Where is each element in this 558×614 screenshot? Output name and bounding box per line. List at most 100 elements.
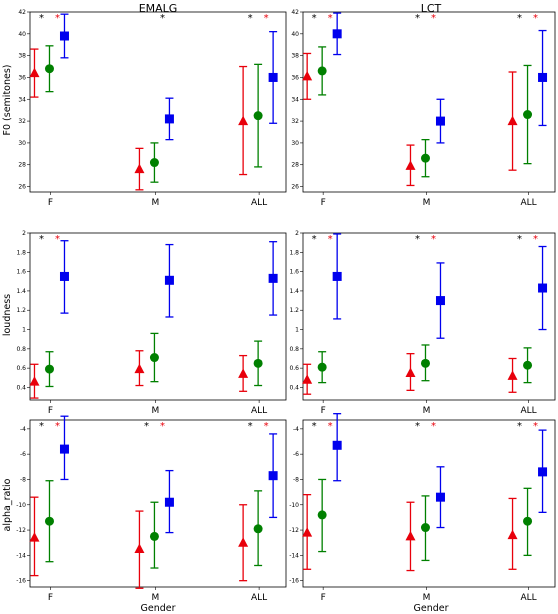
x-tick-label-all: ALL bbox=[251, 198, 267, 208]
data-point-square bbox=[538, 467, 547, 476]
data-point-triangle bbox=[134, 164, 144, 174]
data-point-circle bbox=[45, 365, 54, 374]
y-tick-label: 1 bbox=[295, 327, 299, 334]
panel-3: 0.4 0.6 0.8 1 1.2 1.4 1.6 1.8 2 F M ALL * * bbox=[16, 230, 286, 416]
y-tick-label: 1.6 bbox=[289, 269, 299, 276]
data-point-circle bbox=[421, 359, 430, 368]
data-point-triangle bbox=[238, 116, 248, 126]
y-tick-label: -4 bbox=[20, 426, 26, 433]
x-tick-label-f: F bbox=[321, 198, 326, 208]
y-tick-label: 38 bbox=[18, 53, 26, 60]
data-point-circle bbox=[150, 353, 159, 362]
y-tick-label: 40 bbox=[18, 31, 26, 38]
data-point-circle bbox=[150, 158, 159, 167]
data-point-square bbox=[538, 284, 547, 293]
significance-star: * bbox=[312, 234, 317, 245]
y-tick-label: -8 bbox=[293, 476, 299, 483]
significance-star: * bbox=[144, 421, 149, 432]
data-point-triangle bbox=[508, 116, 518, 126]
data-point-square bbox=[269, 73, 278, 82]
panel-1: 26 28 30 32 34 36 38 40 42 F M ALL * * * * * bbox=[18, 9, 286, 208]
y-tick-label: 1.4 bbox=[289, 288, 299, 295]
y-tick-label: 26 bbox=[18, 184, 26, 191]
y-tick-label: 42 bbox=[18, 9, 26, 16]
x-tick-label-f: F bbox=[321, 406, 326, 416]
y-axis-label-row-1: F0 (semitones) bbox=[2, 65, 13, 136]
significance-star: * bbox=[264, 421, 269, 432]
y-tick-label: -16 bbox=[289, 578, 299, 585]
plot-frame bbox=[30, 233, 286, 400]
significance-star: * bbox=[160, 13, 165, 24]
data-point-square bbox=[436, 296, 445, 305]
x-tick-label-all: ALL bbox=[520, 198, 536, 208]
y-tick-label: 0.8 bbox=[289, 346, 299, 353]
x-tick-label-m: M bbox=[423, 198, 431, 208]
y-tick-label: 36 bbox=[291, 74, 299, 81]
y-tick-label: 1.8 bbox=[16, 249, 26, 256]
y-tick-label: 1.8 bbox=[289, 249, 299, 256]
y-tick-label: 38 bbox=[291, 53, 299, 60]
y-tick-label: 28 bbox=[18, 162, 26, 169]
significance-star: * bbox=[264, 13, 269, 24]
y-axis-label-row-2: loudness bbox=[2, 294, 13, 336]
y-tick-label: 2 bbox=[22, 230, 26, 237]
data-point-square bbox=[333, 29, 342, 38]
y-tick-label: 40 bbox=[291, 31, 299, 38]
x-tick-label-f: F bbox=[321, 593, 326, 603]
data-point-triangle bbox=[405, 367, 415, 377]
significance-star: * bbox=[328, 234, 333, 245]
y-tick-label: 30 bbox=[291, 140, 299, 147]
data-point-square bbox=[165, 114, 174, 123]
x-axis-label-left: Gender bbox=[140, 603, 175, 614]
data-point-circle bbox=[254, 359, 263, 368]
x-tick-label-m: M bbox=[152, 198, 160, 208]
x-tick-label-m: M bbox=[423, 406, 431, 416]
data-point-circle bbox=[45, 64, 54, 73]
data-point-square bbox=[269, 471, 278, 480]
y-tick-label: 2 bbox=[295, 230, 299, 237]
significance-star: * bbox=[517, 421, 522, 432]
significance-star: * bbox=[328, 13, 333, 24]
y-tick-label: -10 bbox=[16, 502, 26, 509]
x-tick-label-f: F bbox=[48, 198, 53, 208]
data-point-square bbox=[333, 272, 342, 281]
y-tick-label: 0.4 bbox=[16, 384, 26, 391]
y-tick-label: 0.6 bbox=[289, 365, 299, 372]
data-point-square bbox=[436, 493, 445, 502]
significance-star: * bbox=[431, 421, 436, 432]
x-tick-label-all: ALL bbox=[251, 406, 267, 416]
data-point-circle bbox=[318, 66, 327, 75]
y-tick-label: 26 bbox=[291, 184, 299, 191]
significance-star: * bbox=[415, 234, 420, 245]
data-point-square bbox=[60, 32, 69, 41]
significance-star: * bbox=[431, 234, 436, 245]
y-axis-label-row-3: alpha_ratio bbox=[2, 478, 13, 531]
y-tick-label: 1.6 bbox=[16, 269, 26, 276]
significance-star: * bbox=[39, 234, 44, 245]
data-point-circle bbox=[523, 110, 532, 119]
data-point-triangle bbox=[238, 537, 248, 547]
y-tick-label: -6 bbox=[293, 451, 299, 458]
y-tick-label: 1.2 bbox=[289, 307, 299, 314]
x-tick-label-all: ALL bbox=[520, 406, 536, 416]
y-tick-label: 32 bbox=[18, 118, 26, 125]
data-point-triangle bbox=[302, 527, 312, 537]
data-point-square bbox=[60, 445, 69, 454]
x-tick-label-f: F bbox=[48, 593, 53, 603]
data-point-triangle bbox=[29, 376, 39, 386]
plot-frame bbox=[303, 12, 555, 192]
x-tick-label-m: M bbox=[152, 406, 160, 416]
y-tick-label: -14 bbox=[16, 552, 26, 559]
y-tick-label: -14 bbox=[289, 552, 299, 559]
data-point-triangle bbox=[302, 374, 312, 384]
x-tick-label-all: ALL bbox=[520, 593, 536, 603]
x-tick-label-all: ALL bbox=[251, 593, 267, 603]
y-tick-label: 34 bbox=[291, 96, 299, 103]
significance-star: * bbox=[160, 421, 165, 432]
data-point-triangle bbox=[508, 530, 518, 540]
data-point-circle bbox=[421, 154, 430, 163]
data-point-triangle bbox=[405, 160, 415, 170]
data-point-circle bbox=[318, 363, 327, 372]
column-title-emalg: EMALG bbox=[139, 2, 178, 15]
y-tick-label: -12 bbox=[16, 527, 26, 534]
